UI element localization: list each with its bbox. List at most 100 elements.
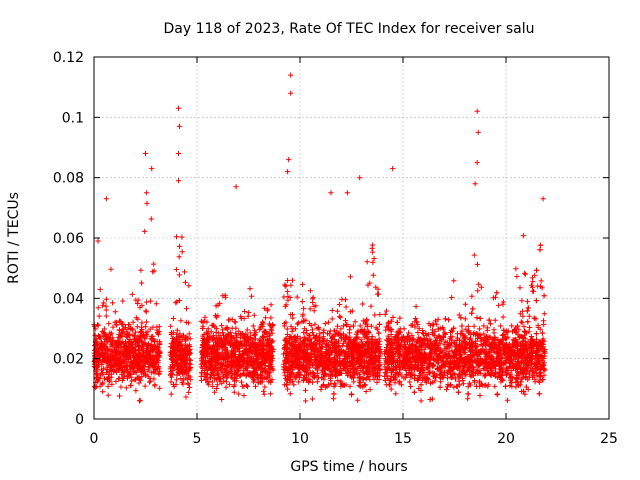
- data-point: [526, 313, 532, 319]
- data-point: [329, 307, 335, 314]
- data-point: [219, 323, 225, 329]
- data-point: [376, 321, 383, 328]
- data-point: [182, 279, 189, 285]
- data-point: [370, 259, 376, 265]
- data-point: [148, 298, 154, 304]
- data-point: [302, 387, 309, 393]
- data-point: [364, 259, 370, 265]
- data-point: [268, 391, 274, 397]
- data-point: [285, 288, 291, 295]
- data-point: [492, 383, 498, 389]
- data-point: [238, 379, 245, 385]
- data-point: [514, 273, 520, 280]
- data-point: [337, 313, 343, 319]
- data-point: [444, 386, 450, 393]
- data-point: [347, 330, 353, 336]
- data-point: [120, 298, 126, 304]
- data-point: [98, 333, 104, 339]
- data-point: [309, 396, 315, 402]
- data-point: [465, 323, 471, 329]
- data-point: [462, 316, 468, 322]
- data-point: [368, 303, 374, 309]
- data-point: [471, 252, 477, 258]
- data-point: [329, 316, 335, 322]
- data-point: [250, 323, 256, 329]
- data-point: [430, 321, 436, 327]
- data-point: [525, 299, 531, 305]
- data-point: [294, 294, 300, 300]
- data-point: [478, 284, 484, 290]
- data-point: [95, 305, 101, 311]
- data-point: [142, 228, 148, 234]
- data-point: [449, 294, 455, 301]
- data-point: [153, 301, 159, 307]
- data-point: [106, 321, 112, 327]
- data-point: [173, 266, 179, 273]
- data-point: [103, 370, 109, 376]
- data-point: [445, 375, 451, 381]
- data-point: [157, 369, 163, 375]
- data-point: [128, 382, 134, 388]
- data-point: [103, 296, 109, 302]
- data-point: [303, 398, 309, 404]
- data-point: [143, 309, 149, 315]
- data-point: [465, 396, 471, 402]
- data-point: [173, 234, 180, 240]
- data-point: [337, 301, 343, 308]
- data-point: [186, 283, 192, 289]
- data-point: [130, 332, 136, 338]
- data-point: [232, 319, 238, 325]
- data-point: [155, 330, 161, 336]
- data-point: [92, 385, 98, 391]
- data-point: [144, 319, 150, 325]
- data-point: [307, 288, 313, 294]
- data-point: [135, 316, 141, 322]
- data-point: [219, 396, 225, 403]
- data-point: [198, 373, 204, 379]
- data-point: [136, 380, 142, 386]
- data-point: [129, 326, 135, 332]
- data-point: [477, 392, 483, 399]
- data-point: [370, 249, 376, 255]
- data-point: [138, 328, 145, 334]
- data-point: [179, 249, 185, 255]
- data-point: [375, 291, 382, 297]
- data-point: [486, 317, 492, 323]
- data-point: [117, 361, 123, 367]
- data-point: [130, 319, 136, 325]
- data-point: [517, 285, 523, 291]
- data-point: [334, 323, 341, 329]
- data-point: [241, 392, 247, 399]
- data-point: [118, 333, 124, 339]
- data-point: [176, 254, 182, 260]
- data-point: [98, 367, 105, 373]
- data-point: [338, 326, 344, 332]
- data-point: [519, 298, 525, 304]
- data-point: [301, 306, 307, 312]
- data-point: [186, 389, 192, 395]
- data-point: [178, 318, 184, 324]
- data-point: [151, 376, 157, 382]
- data-point: [168, 323, 174, 329]
- data-point: [263, 315, 269, 321]
- data-point: [347, 274, 353, 280]
- data-point: [527, 324, 533, 331]
- data-point: [247, 286, 253, 292]
- data-point: [103, 313, 109, 319]
- data-point: [491, 330, 497, 336]
- data-point: [145, 368, 151, 374]
- data-point: [465, 391, 471, 397]
- data-point: [144, 299, 150, 305]
- data-point: [152, 383, 158, 389]
- data-point: [469, 293, 475, 299]
- data-point: [129, 291, 135, 297]
- data-point: [310, 299, 316, 306]
- data-point: [153, 344, 159, 350]
- data-point: [322, 321, 328, 327]
- data-point: [183, 306, 190, 312]
- data-point: [285, 386, 291, 392]
- data-point: [513, 266, 519, 272]
- data-point: [326, 319, 332, 325]
- data-point: [355, 397, 361, 403]
